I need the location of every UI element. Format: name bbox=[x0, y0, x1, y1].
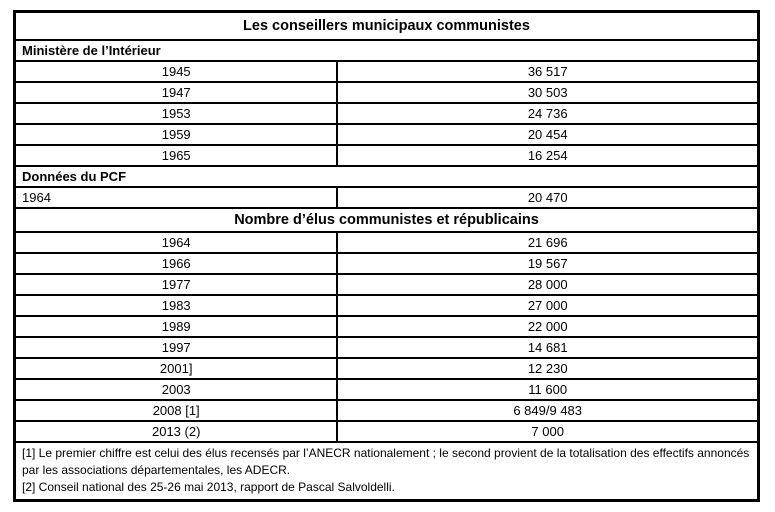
table-row: 1966 19 567 bbox=[13, 252, 760, 275]
year-cell: 1947 bbox=[13, 81, 339, 104]
value-cell: 20 454 bbox=[336, 123, 760, 146]
year-cell: 1977 bbox=[13, 273, 339, 296]
table-row: 2001] 12 230 bbox=[13, 357, 760, 380]
table-row: 1977 28 000 bbox=[13, 273, 760, 296]
year-cell: 2013 (2) bbox=[13, 420, 339, 443]
year-cell: 2003 bbox=[13, 378, 339, 401]
table-row: 1953 24 736 bbox=[13, 102, 760, 125]
value-cell: 7 000 bbox=[336, 420, 760, 443]
table-row: 1983 27 000 bbox=[13, 294, 760, 317]
year-cell: 1966 bbox=[13, 252, 339, 275]
value-cell: 6 849/9 483 bbox=[336, 399, 760, 422]
table-row: 2013 (2) 7 000 bbox=[13, 420, 760, 443]
table-row: 1945 36 517 bbox=[13, 60, 760, 83]
value-cell: 21 696 bbox=[336, 231, 760, 254]
year-cell: 1983 bbox=[13, 294, 339, 317]
footnote-1: [1] Le premier chiffre est celui des élu… bbox=[22, 446, 750, 477]
value-cell: 22 000 bbox=[336, 315, 760, 338]
year-cell: 2001] bbox=[13, 357, 339, 380]
year-cell: 2008 [1] bbox=[13, 399, 339, 422]
communist-councillors-table: Les conseillers municipaux communistes M… bbox=[13, 10, 760, 502]
table-row: 1997 14 681 bbox=[13, 336, 760, 359]
value-cell: 24 736 bbox=[336, 102, 760, 125]
section-header-row-elus: Nombre d’élus communistes et républicain… bbox=[13, 207, 760, 233]
section-row-pcf: Données du PCF bbox=[13, 165, 760, 188]
table-row: 1959 20 454 bbox=[13, 123, 760, 146]
year-cell: 1959 bbox=[13, 123, 339, 146]
value-cell: 20 470 bbox=[336, 186, 760, 209]
value-cell: 30 503 bbox=[336, 81, 760, 104]
section-row-ministere: Ministère de l’Intérieur bbox=[13, 39, 760, 62]
table-title: Les conseillers municipaux communistes bbox=[13, 10, 760, 41]
value-cell: 19 567 bbox=[336, 252, 760, 275]
value-cell: 27 000 bbox=[336, 294, 760, 317]
table-row: 1947 30 503 bbox=[13, 81, 760, 104]
title-row: Les conseillers municipaux communistes bbox=[13, 10, 760, 41]
table-row: 1964 20 470 bbox=[13, 186, 760, 209]
table-row: 1964 21 696 bbox=[13, 231, 760, 254]
year-cell: 1953 bbox=[13, 102, 339, 125]
footnotes-cell: [1] Le premier chiffre est celui des élu… bbox=[13, 441, 760, 502]
year-cell: 1964 bbox=[13, 231, 339, 254]
value-cell: 16 254 bbox=[336, 144, 760, 167]
year-cell: 1965 bbox=[13, 144, 339, 167]
section-title-elus: Nombre d’élus communistes et républicain… bbox=[13, 207, 760, 233]
value-cell: 11 600 bbox=[336, 378, 760, 401]
year-cell: 1945 bbox=[13, 60, 339, 83]
value-cell: 14 681 bbox=[336, 336, 760, 359]
section-label-ministere: Ministère de l’Intérieur bbox=[13, 39, 760, 62]
table-row: 2008 [1] 6 849/9 483 bbox=[13, 399, 760, 422]
footnote-2: [2] Conseil national des 25-26 mai 2013,… bbox=[22, 480, 395, 494]
table-row: 2003 11 600 bbox=[13, 378, 760, 401]
value-cell: 28 000 bbox=[336, 273, 760, 296]
table-row: 1965 16 254 bbox=[13, 144, 760, 167]
year-cell: 1989 bbox=[13, 315, 339, 338]
footnotes-row: [1] Le premier chiffre est celui des élu… bbox=[13, 441, 760, 502]
year-cell: 1964 bbox=[13, 186, 339, 209]
year-cell: 1997 bbox=[13, 336, 339, 359]
table-row: 1989 22 000 bbox=[13, 315, 760, 338]
section-label-pcf: Données du PCF bbox=[13, 165, 760, 188]
value-cell: 12 230 bbox=[336, 357, 760, 380]
value-cell: 36 517 bbox=[336, 60, 760, 83]
